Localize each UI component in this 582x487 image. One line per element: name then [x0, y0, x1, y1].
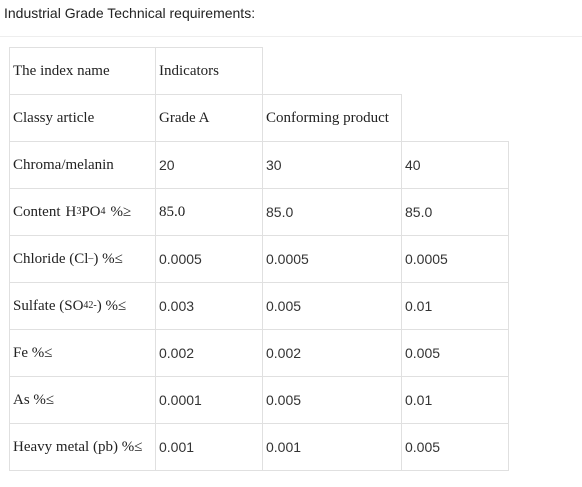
- table-cell: 0.005: [401, 423, 509, 471]
- class-grade-a: Grade A: [155, 94, 263, 142]
- row-label-heavy-metal: Heavy metal (pb) %≤: [9, 423, 156, 471]
- table-cell: 0.0005: [262, 235, 402, 283]
- row-label-fe: Fe %≤: [9, 329, 156, 377]
- table-cell: 0.01: [401, 282, 509, 330]
- table-cell: 20: [155, 141, 263, 189]
- table-cell: 85.0: [262, 188, 402, 236]
- header-index-name: The index name: [9, 47, 156, 95]
- class-row-label: Classy article: [9, 94, 156, 142]
- row-label-chroma: Chroma/melanin: [9, 141, 156, 189]
- page-heading: Industrial Grade Technical requirements:: [4, 5, 256, 21]
- row-label-sulfate: Sulfate (SO 4 2-) %≤: [9, 282, 156, 330]
- content-label-prefix: Content: [13, 203, 61, 220]
- row-label-as: As %≤: [9, 376, 156, 424]
- table-cell: 0.002: [262, 329, 402, 377]
- heading-divider: [0, 36, 582, 37]
- table-cell: 0.0001: [155, 376, 263, 424]
- table-cell: 85.0: [155, 188, 263, 236]
- table-cell: 85.0: [401, 188, 509, 236]
- chloride-label-suffix: ) %≤: [93, 250, 123, 267]
- sulfate-label-suffix: ) %≤: [96, 297, 127, 314]
- table-cell: 0.0005: [401, 235, 509, 283]
- table-cell: 0.005: [262, 282, 402, 330]
- class-conforming: Conforming product: [262, 94, 402, 142]
- table-cell: 30: [262, 141, 402, 189]
- header-indicators: Indicators: [155, 47, 263, 95]
- row-label-chloride: Chloride (Cl –) %≤: [9, 235, 156, 283]
- table-cell: 40: [401, 141, 509, 189]
- table-cell: 0.005: [262, 376, 402, 424]
- chloride-label-prefix: Chloride (Cl: [13, 250, 89, 267]
- row-label-content: Content H 3 PO 4 %≥: [9, 188, 156, 236]
- content-label-suffix: %≥: [110, 203, 132, 220]
- table-cell: 0.002: [155, 329, 263, 377]
- formula-po: PO: [81, 203, 101, 220]
- table-cell: 0.001: [155, 423, 263, 471]
- table-cell: 0.005: [401, 329, 509, 377]
- table-cell: 0.003: [155, 282, 263, 330]
- table-cell: 0.001: [262, 423, 402, 471]
- sulfate-label-prefix: Sulfate (SO: [13, 297, 84, 314]
- formula-h: H: [65, 203, 77, 220]
- table-cell: 0.0005: [155, 235, 263, 283]
- table-cell: 0.01: [401, 376, 509, 424]
